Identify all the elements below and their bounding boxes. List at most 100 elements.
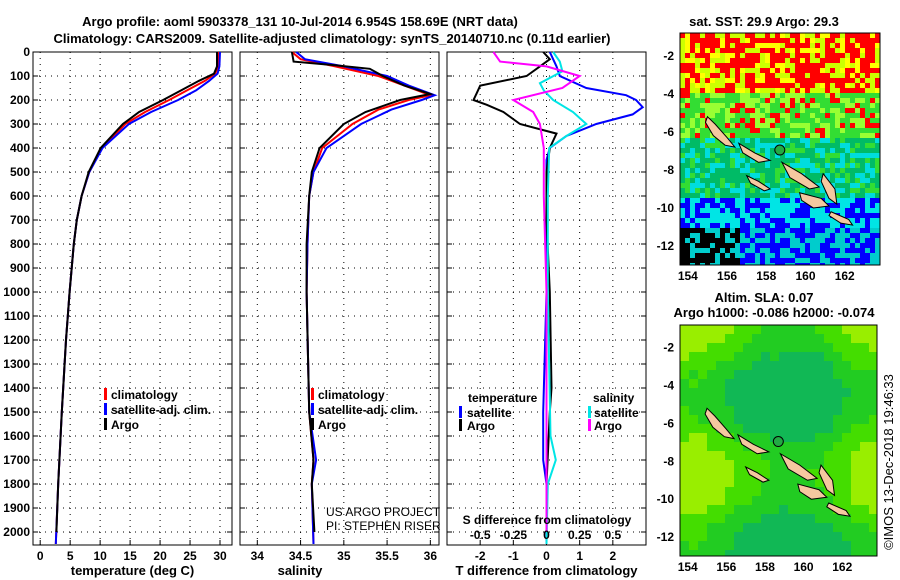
pi-text: PI: STEPHEN RISER xyxy=(326,519,441,533)
map-cell xyxy=(780,78,785,83)
map-cell xyxy=(770,168,775,173)
map-cell xyxy=(770,550,779,556)
map-cell xyxy=(870,218,875,223)
map-cell xyxy=(810,43,815,48)
map-cell xyxy=(761,496,770,505)
map-cell xyxy=(860,203,865,208)
map-cell xyxy=(740,118,745,123)
map-cell xyxy=(850,78,855,83)
map-cell xyxy=(735,263,740,265)
map-cell xyxy=(715,203,720,208)
map-cell xyxy=(745,133,750,138)
map-cell xyxy=(779,424,788,433)
map-cell xyxy=(815,433,824,442)
map-cell xyxy=(755,243,760,248)
map-cell xyxy=(765,123,770,128)
map-cell xyxy=(869,406,877,415)
map-cell xyxy=(765,263,770,265)
map-cell xyxy=(810,133,815,138)
map-cell xyxy=(860,361,869,370)
map-cell xyxy=(705,78,710,83)
map-cell xyxy=(745,168,750,173)
map-cell xyxy=(830,243,835,248)
map-cell xyxy=(775,68,780,73)
map-cell xyxy=(780,208,785,213)
map-cell xyxy=(745,118,750,123)
depth-tick-label: 1800 xyxy=(3,477,30,491)
depth-tick-label: 1900 xyxy=(3,501,30,515)
map-cell xyxy=(850,68,855,73)
map-cell xyxy=(770,53,775,58)
map-cell xyxy=(730,158,735,163)
map-cell xyxy=(810,228,815,233)
map-cell xyxy=(779,532,788,541)
map-cell xyxy=(689,460,698,469)
map-cell xyxy=(775,138,780,143)
map-cell xyxy=(865,173,870,178)
map-cell xyxy=(860,78,865,83)
map-cell xyxy=(790,68,795,73)
map-cell xyxy=(745,83,750,88)
map-cell xyxy=(730,203,735,208)
map-cell xyxy=(820,118,825,123)
map-cell xyxy=(870,163,875,168)
map-cell xyxy=(779,541,788,550)
map-cell xyxy=(815,58,820,63)
map-cell xyxy=(820,128,825,133)
map-cell xyxy=(845,223,850,228)
map-cell xyxy=(855,103,860,108)
map-cell xyxy=(870,228,875,233)
map-cell xyxy=(735,88,740,93)
map-cell xyxy=(685,133,690,138)
map-cell xyxy=(710,183,715,188)
map-cell xyxy=(835,143,840,148)
map-cell xyxy=(690,133,695,138)
map-cell xyxy=(780,258,785,263)
map-cell xyxy=(870,138,875,143)
map-cell xyxy=(725,263,730,265)
map-cell xyxy=(705,183,710,188)
map-cell xyxy=(725,88,730,93)
map-cell xyxy=(845,53,850,58)
map-cell xyxy=(815,238,820,243)
map-cell xyxy=(740,33,745,38)
map-cell xyxy=(705,263,710,265)
map-cell xyxy=(835,108,840,113)
map-cell xyxy=(815,388,824,397)
lat-tick-label: -12 xyxy=(657,239,675,253)
map-cell xyxy=(835,43,840,48)
map-cell xyxy=(840,78,845,83)
map-cell xyxy=(835,103,840,108)
map-cell xyxy=(835,198,840,203)
lat-tick-label: -2 xyxy=(663,341,674,355)
map-cell xyxy=(725,43,730,48)
map-cell xyxy=(840,98,845,103)
map-cell xyxy=(790,128,795,133)
map-cell xyxy=(800,143,805,148)
map-cell xyxy=(680,451,689,460)
map-cell xyxy=(770,258,775,263)
map-cell xyxy=(765,63,770,68)
map-cell xyxy=(870,263,875,265)
map-cell xyxy=(810,53,815,58)
map-cell xyxy=(707,388,716,397)
map-cell xyxy=(825,248,830,253)
map-cell xyxy=(760,228,765,233)
map-cell xyxy=(865,128,870,133)
s-tick-label: -0.25 xyxy=(500,528,528,542)
map-cell xyxy=(800,93,805,98)
map-cell xyxy=(680,103,685,108)
map-cell xyxy=(680,424,689,433)
map-cell xyxy=(700,228,705,233)
map-cell xyxy=(725,238,730,243)
map-cell xyxy=(715,148,720,153)
map-cell xyxy=(734,325,743,334)
map-cell xyxy=(770,442,779,451)
map-cell xyxy=(875,33,880,38)
map-cell xyxy=(705,58,710,63)
map-cell xyxy=(705,188,710,193)
map-cell xyxy=(810,88,815,93)
map-cell xyxy=(875,228,880,233)
map-cell xyxy=(870,118,875,123)
map-cell xyxy=(760,138,765,143)
